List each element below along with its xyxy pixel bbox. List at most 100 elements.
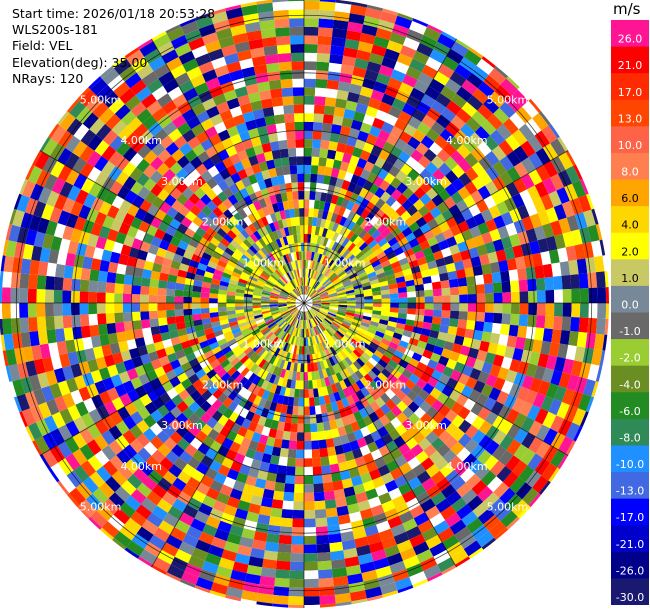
velocity-cell — [273, 158, 283, 168]
velocity-cell — [304, 216, 309, 226]
velocity-cell — [209, 307, 219, 313]
velocity-cell — [334, 254, 342, 263]
velocity-cell — [356, 544, 371, 557]
velocity-cell — [262, 36, 277, 48]
velocity-cell — [131, 356, 143, 368]
velocity-cell — [150, 236, 163, 248]
velocity-cell — [353, 184, 363, 196]
velocity-cell — [544, 276, 554, 291]
velocity-cell — [380, 289, 390, 295]
velocity-cell — [228, 317, 238, 324]
velocity-cell — [456, 482, 472, 498]
velocity-cell — [381, 298, 391, 303]
velocity-cell — [413, 320, 424, 329]
velocity-cell — [332, 28, 348, 39]
velocity-cell — [310, 327, 315, 337]
velocity-cell — [252, 343, 262, 352]
velocity-cell — [317, 165, 326, 176]
velocity-cell — [130, 181, 144, 195]
velocity-cell — [364, 295, 373, 300]
velocity-cell — [148, 310, 159, 320]
velocity-cell — [261, 294, 271, 298]
velocity-cell — [102, 415, 116, 430]
velocity-cell — [377, 358, 388, 369]
velocity-cell — [404, 348, 415, 358]
velocity-cell — [316, 361, 322, 371]
velocity-cell — [276, 318, 284, 325]
velocity-cell — [171, 199, 184, 212]
velocity-cell — [211, 536, 227, 550]
velocity-cell — [185, 210, 197, 222]
velocity-cell — [352, 147, 363, 158]
velocity-cell — [394, 327, 405, 335]
velocity-cell — [259, 274, 268, 282]
velocity-cell — [328, 311, 337, 316]
velocity-cell — [413, 419, 427, 432]
velocity-cell — [175, 349, 186, 360]
velocity-cell — [354, 195, 365, 206]
velocity-cell — [521, 375, 534, 390]
velocity-cell — [225, 263, 235, 272]
velocity-cell — [217, 179, 229, 192]
velocity-cell — [354, 58, 369, 70]
velocity-cell — [312, 130, 322, 140]
velocity-cell — [195, 430, 208, 443]
velocity-cell — [12, 209, 25, 227]
velocity-cell — [131, 303, 141, 312]
velocity-cell — [267, 277, 277, 285]
velocity-cell — [92, 101, 109, 119]
velocity-cell — [432, 288, 442, 297]
velocity-cell — [483, 135, 499, 151]
velocity-cell — [205, 332, 216, 341]
velocity-cell — [240, 598, 257, 605]
velocity-cell — [455, 38, 471, 50]
velocity-cell — [435, 477, 451, 492]
velocity-cell — [282, 245, 288, 255]
velocity-cell — [453, 361, 466, 374]
velocity-cell — [346, 459, 358, 470]
velocity-cell — [279, 292, 289, 297]
velocity-cell — [199, 340, 210, 349]
velocity-cell — [554, 356, 566, 373]
velocity-cell — [304, 587, 320, 597]
velocity-cell — [157, 310, 167, 319]
velocity-cell — [209, 341, 220, 350]
velocity-cell — [318, 369, 325, 379]
velocity-cell — [328, 356, 336, 367]
velocity-cell — [137, 556, 153, 568]
velocity-cell — [385, 184, 397, 196]
velocity-cell — [177, 470, 192, 484]
velocity-cell — [369, 320, 379, 327]
velocity-cell — [291, 182, 299, 192]
velocity-cell — [310, 173, 318, 183]
velocity-cell — [309, 406, 316, 416]
velocity-cell — [129, 152, 144, 168]
velocity-cell — [195, 368, 207, 380]
velocity-cell — [252, 385, 261, 396]
velocity-cell — [330, 45, 345, 56]
velocity-cell — [301, 311, 304, 321]
velocity-cell — [183, 296, 192, 303]
velocity-cell — [525, 228, 538, 243]
velocity-cell — [508, 269, 519, 282]
velocity-cell — [344, 144, 355, 156]
velocity-cell — [464, 328, 475, 339]
velocity-cell — [312, 457, 322, 467]
velocity-cell — [506, 150, 522, 167]
velocity-cell — [485, 440, 500, 456]
velocity-cell — [188, 238, 200, 249]
velocity-cell — [325, 269, 333, 278]
velocity-cell — [416, 470, 431, 484]
velocity-cell — [309, 309, 317, 316]
velocity-cell — [25, 164, 35, 181]
velocity-cell — [311, 260, 316, 270]
velocity-cell — [173, 457, 188, 471]
velocity-cell — [75, 482, 93, 500]
velocity-cell — [604, 318, 609, 335]
velocity-cell — [304, 190, 310, 200]
velocity-cell — [258, 237, 267, 248]
velocity-cell — [286, 235, 292, 245]
velocity-cell — [537, 210, 551, 226]
velocity-cell — [235, 295, 244, 300]
velocity-cell — [288, 0, 304, 2]
